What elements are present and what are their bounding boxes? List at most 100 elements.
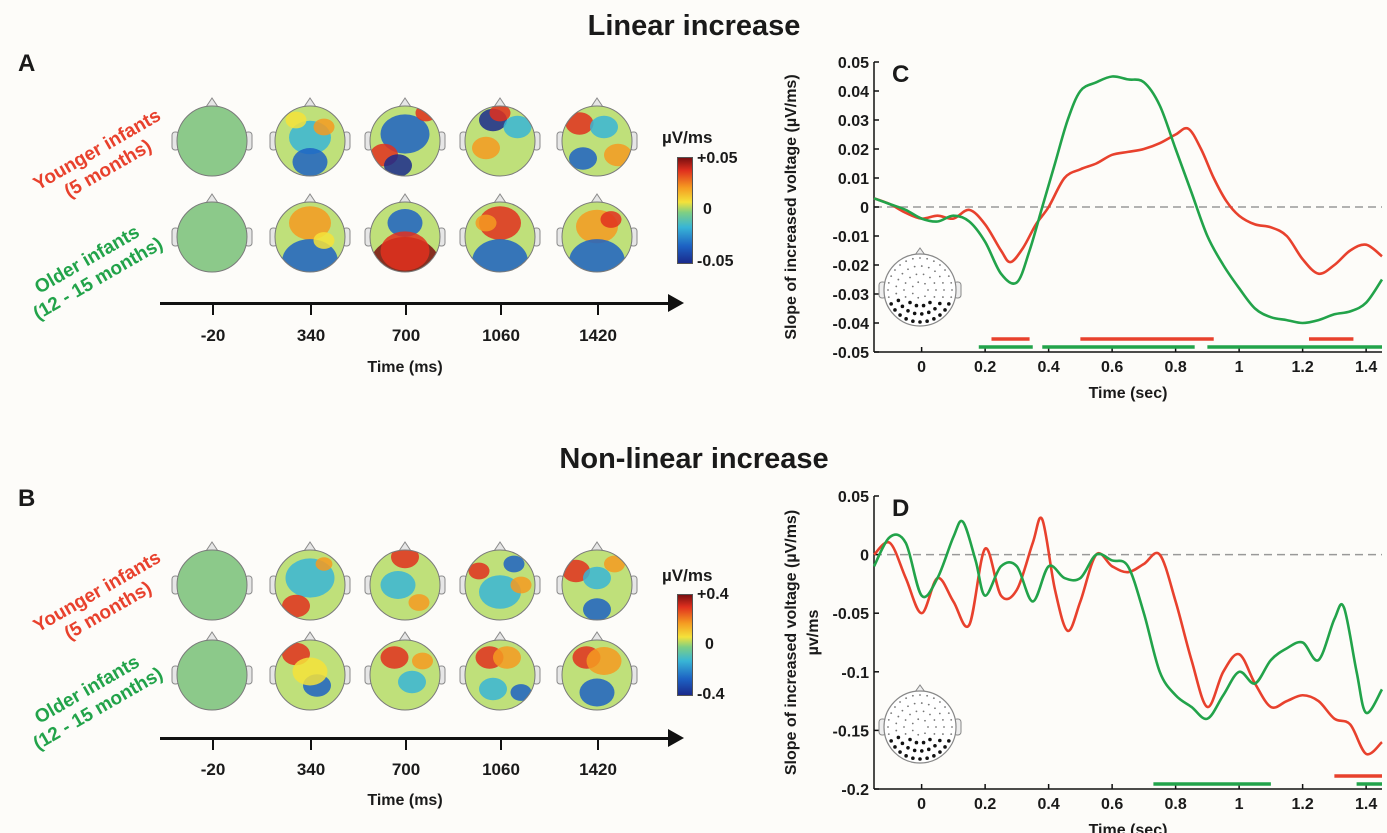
time-label: -20 [200,326,226,345]
topomap-fill [275,202,345,272]
electrode-dot [895,722,898,725]
electrode-dot [889,739,893,743]
x-axis-label: Time (sec) [1089,822,1168,833]
topomap-blob [503,115,532,139]
electrode-dot [887,718,890,721]
topomap-head [171,631,253,711]
y-tick-label: 0.05 [838,489,869,506]
head-outline [274,639,346,711]
electrode-dot [929,713,931,716]
electrode-dot [887,733,890,736]
electrode-dot [947,739,951,743]
panel-letter-d: D [892,495,909,522]
electrode-dot [911,756,915,760]
electrode-dot [903,726,905,728]
electrode-dot [909,713,911,716]
electrode-dot [924,282,926,285]
electrode-dot [918,320,922,324]
electrode-dot [934,270,936,273]
colorbar-nonlinear [677,594,693,696]
y-tick-label: -0.03 [833,287,870,304]
topomap-blob [583,598,611,620]
electrode-dot [933,719,936,721]
electrode-dot [905,697,908,700]
colorbar-min-label: -0.4 [697,686,725,703]
topomap-fill [465,202,535,272]
topomap-base [177,202,247,272]
electrode-dot [913,702,916,705]
electrode-head-icon [878,684,962,764]
electrode-dot [911,285,914,288]
electrode-dot [944,706,946,708]
colorbar-max-label: +0.05 [697,150,738,167]
electrode-dot [943,289,945,291]
topomap-blob [387,209,423,237]
electrode-dot [901,272,904,275]
topomap-blob [380,646,409,669]
electrode-dot [887,726,889,728]
electrode-dot [906,745,910,750]
electrode-dot [943,726,945,728]
colorbar-title-linear: µV/ms [662,128,713,147]
topomap-head [269,541,351,621]
electrode-dot [897,715,900,718]
electrode-head-icon [878,247,962,327]
y-tick-label: -0.02 [833,258,870,275]
electrode-dot [898,750,902,754]
electrode-dot [938,738,942,743]
electrode-dot [939,264,941,266]
topomap-head [459,97,541,177]
time-tick [405,739,407,750]
topomap-blob [510,684,532,701]
group-label-older-b: Older infants (12 - 15 months) [8,638,177,761]
electrode-dot [911,257,914,260]
topomap-blob [562,559,590,583]
electrode-dot [926,257,929,260]
topomap-fill [177,202,247,272]
electrode-dot [942,733,944,735]
colorbar-mid-label: 0 [703,201,712,218]
line-chart-c: C 0.05 0.04 0.03 0.02 0.01 0 -0.01 -0.02 -0.03 -0.… [783,55,1384,402]
electrode-dot [917,281,920,284]
x-tick-label: 1.2 [1292,359,1314,376]
topomap-blob [472,136,500,160]
electrode-dot [924,719,926,722]
head-outline [883,253,957,327]
topomap-blob [380,231,430,271]
electrode-dot [925,756,929,760]
electrode-dot [942,282,944,284]
electrode-dot [919,749,924,753]
electrode-dot [935,726,937,728]
x-tick-label: 0.8 [1165,359,1187,376]
y-tick-label: -0.15 [833,723,870,740]
electrode-dot [932,754,936,758]
electrode-dot [900,741,905,746]
time-label: 340 [296,760,326,779]
electrode-dot [907,705,909,708]
topomap-head [556,193,638,273]
time-label: 700 [391,326,421,345]
panel-letter-c: C [892,61,909,88]
electrode-dot [904,733,907,735]
topomap-head [364,97,446,177]
topomap-fill [465,640,535,710]
topomap-grid-nonlinear [171,541,638,711]
electrode-dot [938,712,941,715]
electrode-dot [918,757,922,761]
topomap-blob [565,112,594,135]
electrode-dot [927,703,930,706]
y-tick-label: 0.04 [838,84,869,101]
electrode-dot [929,276,931,279]
head-outline [561,549,633,621]
head-outline [274,105,346,177]
topomap-grid-linear [171,97,638,273]
electrode-dot [924,732,926,735]
electrode-dot [921,303,926,308]
colorbar-min-label: -0.05 [697,253,734,270]
topomap-fill [370,202,440,272]
topomap-blob [579,678,615,707]
electrode-dot [926,694,929,697]
electrode-dot [911,694,914,697]
electrode-dot [887,281,890,284]
y-axis-label: Slope of increased voltage (µV/ms) [783,510,800,775]
